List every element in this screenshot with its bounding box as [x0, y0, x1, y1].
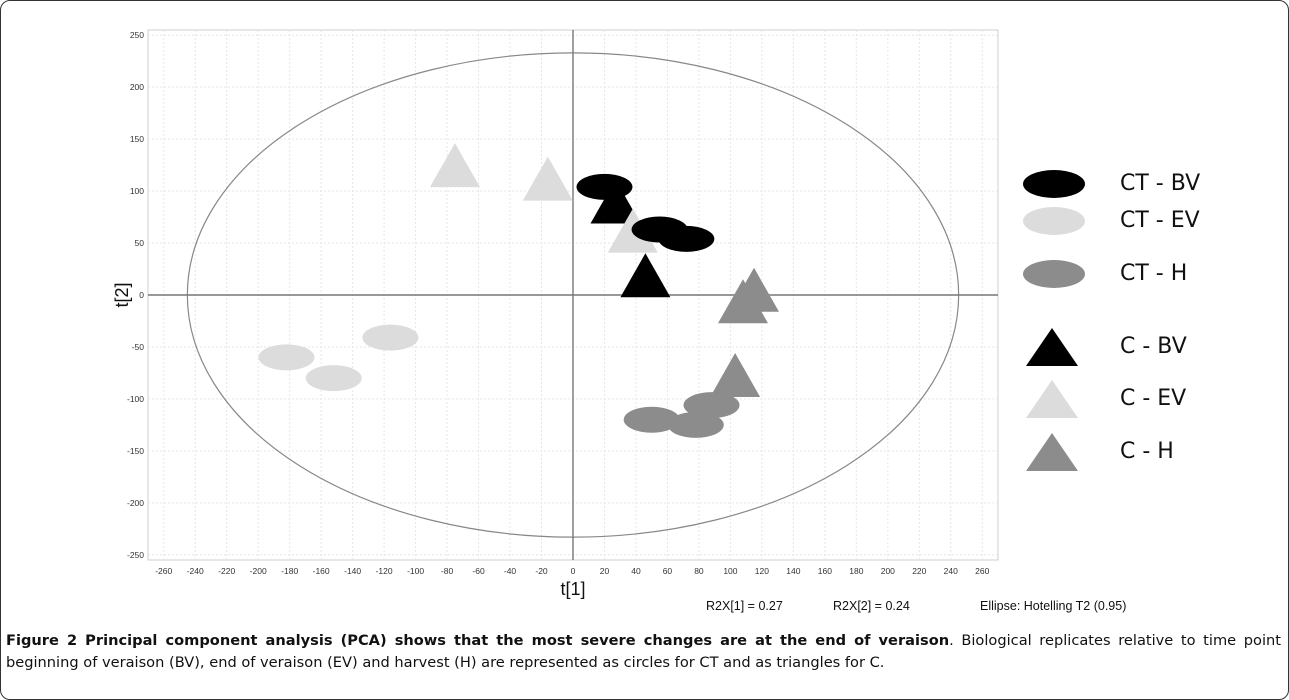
x-tick-label: -40	[504, 566, 517, 576]
legend-item-ct-ev: CT - EV	[1020, 202, 1280, 242]
x-tick-label: 220	[912, 566, 926, 576]
legend-symbol-ct-bv	[1023, 170, 1085, 198]
point-ct-ev	[305, 365, 362, 392]
x-tick-label: 20	[600, 566, 610, 576]
x-tick-label: 140	[786, 566, 800, 576]
x-tick-label: -120	[376, 566, 393, 576]
x-tick-label: -240	[187, 566, 204, 576]
legend-symbol-c-h	[1026, 433, 1078, 471]
point-ct-h	[683, 392, 740, 419]
legend-item-c-h: C - H	[1020, 433, 1280, 473]
x-tick-label: 200	[881, 566, 895, 576]
x-tick-label: 160	[818, 566, 832, 576]
x-tick-label: -140	[344, 566, 361, 576]
y-tick-label: 200	[130, 82, 144, 92]
x-tick-label: 40	[631, 566, 641, 576]
legend-marker-c-ev	[1026, 380, 1078, 418]
point-ct-ev	[258, 344, 315, 371]
legend: CT - BV CT - EV CT - H C - BV C - EV C - H	[1020, 165, 1280, 495]
legend-item-ct-h: CT - H	[1020, 255, 1280, 295]
caption-text: . Biological replicates relative to time…	[6, 632, 1281, 671]
y-tick-label: 0	[139, 290, 144, 300]
legend-label-ct-ev: CT - EV	[1120, 208, 1200, 233]
point-ct-h	[623, 406, 680, 433]
y-tick-label: -250	[127, 550, 144, 560]
point-ct-bv	[576, 173, 633, 200]
x-tick-label: -220	[218, 566, 235, 576]
legend-item-c-bv: C - BV	[1020, 328, 1280, 368]
ellipse-label: Ellipse: Hotelling T2 (0.95)	[980, 599, 1127, 613]
x-tick-label: -60	[472, 566, 485, 576]
legend-label-ct-bv: CT - BV	[1120, 171, 1201, 196]
x-tick-label: 180	[849, 566, 863, 576]
x-tick-label: -200	[250, 566, 267, 576]
y-tick-label: -50	[132, 342, 145, 352]
x-tick-label: 240	[944, 566, 958, 576]
point-c-h	[718, 279, 768, 324]
x-tick-label: 260	[975, 566, 989, 576]
y-tick-label: 50	[135, 238, 145, 248]
legend-marker-ct-h	[1023, 260, 1085, 288]
x-tick-label: 0	[571, 566, 576, 576]
y-tick-label: 100	[130, 186, 144, 196]
legend-label-ct-h: CT - H	[1120, 261, 1188, 286]
legend-symbol-ct-ev	[1023, 207, 1085, 235]
x-tick-label: -180	[281, 566, 298, 576]
x-tick-label: 100	[723, 566, 737, 576]
x-axis-label: t[1]	[560, 579, 585, 599]
point-c-bv	[620, 253, 671, 298]
x-tick-label: 120	[755, 566, 769, 576]
legend-symbol-c-bv	[1026, 328, 1078, 366]
y-axis-label: t[2]	[112, 282, 132, 307]
legend-label-c-bv: C - BV	[1120, 334, 1187, 359]
legend-marker-c-bv	[1026, 328, 1078, 366]
point-ct-bv	[658, 225, 715, 252]
point-c-ev	[522, 156, 573, 201]
x-tick-label: 80	[694, 566, 704, 576]
point-c-h	[710, 353, 761, 398]
pca-score-plot: -260 -240 -220 -200 -180 -160 -140 -120 -100 -80-…	[112, 29, 999, 599]
y-tick-label: 250	[130, 30, 144, 40]
x-tick-label: -20	[535, 566, 548, 576]
legend-marker-c-h	[1026, 433, 1078, 471]
legend-marker-ct-bv	[1023, 170, 1085, 198]
point-c-bv	[590, 179, 641, 224]
legend-marker-ct-ev	[1023, 207, 1085, 235]
x-tick-label: -260	[155, 566, 172, 576]
legend-symbol-ct-h	[1023, 260, 1085, 288]
y-tick-label: -150	[127, 446, 144, 456]
r2x2-label: R2X[2] = 0.24	[833, 599, 910, 613]
point-c-ev	[429, 143, 480, 188]
x-tick-label: -160	[313, 566, 330, 576]
point-ct-ev	[362, 324, 419, 351]
legend-item-ct-bv: CT - BV	[1020, 165, 1280, 205]
y-tick-label: -100	[127, 394, 144, 404]
legend-item-c-ev: C - EV	[1020, 380, 1280, 420]
x-tick-label: -100	[407, 566, 424, 576]
legend-label-c-h: C - H	[1120, 439, 1174, 464]
legend-label-c-ev: C - EV	[1120, 386, 1187, 411]
x-tick-label: -80	[441, 566, 454, 576]
point-ct-h	[667, 411, 724, 438]
y-tick-label: -200	[127, 498, 144, 508]
x-tick-label: 60	[663, 566, 673, 576]
r2x1-label: R2X[1] = 0.27	[706, 599, 783, 613]
figure-caption: Figure 2 Principal component analysis (P…	[6, 630, 1281, 674]
caption-title: Figure 2 Principal component analysis (P…	[6, 632, 950, 649]
y-tick-label: 150	[130, 134, 144, 144]
legend-symbol-c-ev	[1026, 380, 1078, 418]
